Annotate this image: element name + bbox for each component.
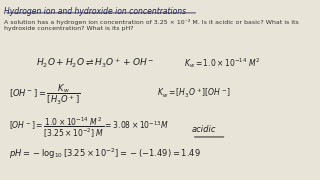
Text: acidic: acidic xyxy=(192,125,216,134)
Text: $K_w = [H_3O^+][OH^-]$: $K_w = [H_3O^+][OH^-]$ xyxy=(157,86,231,100)
Text: $K_w = 1.0 \times 10^{-14}\ M^2$: $K_w = 1.0 \times 10^{-14}\ M^2$ xyxy=(184,56,260,70)
Text: $[OH^-] = \dfrac{K_w}{[H_3O^+]}$: $[OH^-] = \dfrac{K_w}{[H_3O^+]}$ xyxy=(9,83,81,107)
Text: $[OH^-] = \dfrac{1.0 \times 10^{-14}\ M^2}{[3.25 \times 10^{-2}]\ M} = 3.08 \tim: $[OH^-] = \dfrac{1.0 \times 10^{-14}\ M^… xyxy=(9,115,169,139)
Text: $H_2O + H_2O \rightleftharpoons H_3O^+ + OH^-$: $H_2O + H_2O \rightleftharpoons H_3O^+ +… xyxy=(36,56,155,69)
Text: $pH = -\log_{10}[3.25 \times 10^{-2}] = -(-1.49) = 1.49$: $pH = -\log_{10}[3.25 \times 10^{-2}] = … xyxy=(9,147,201,161)
Text: A solution has a hydrogen ion concentration of 3.25 × 10⁻² M. Is it acidic or ba: A solution has a hydrogen ion concentrat… xyxy=(4,19,299,31)
Text: Hydrogen ion and hydroxide ion concentrations: Hydrogen ion and hydroxide ion concentra… xyxy=(4,7,186,16)
